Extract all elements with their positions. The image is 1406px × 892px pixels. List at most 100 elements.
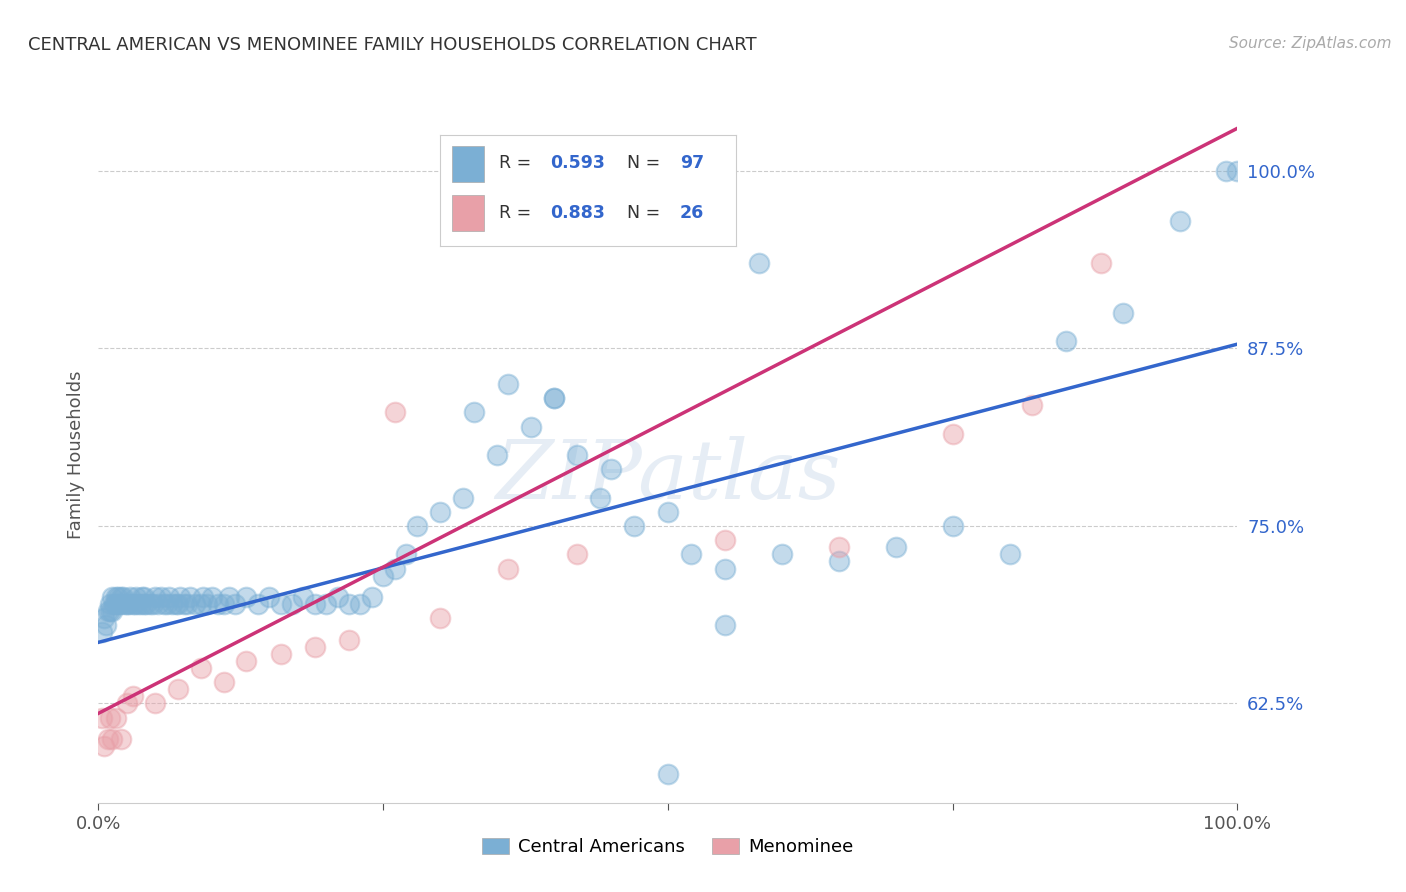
Point [104, 710, 127, 724]
Point [104, 590, 127, 604]
Point [337, 632, 360, 647]
Point [145, 590, 167, 604]
Point [110, 590, 132, 604]
Point [179, 590, 201, 604]
Point [173, 597, 195, 611]
Point [167, 597, 190, 611]
Point [98, 597, 121, 611]
Point [657, 767, 679, 781]
Point [543, 391, 565, 405]
Point [371, 568, 394, 582]
Point [623, 519, 645, 533]
Point [169, 590, 191, 604]
Point [90, 625, 112, 640]
Point [520, 419, 543, 434]
Point [121, 597, 143, 611]
Point [565, 448, 588, 462]
Point [998, 547, 1021, 561]
Text: Source: ZipAtlas.com: Source: ZipAtlas.com [1229, 36, 1392, 51]
Point [108, 597, 131, 611]
Point [104, 597, 127, 611]
Point [129, 597, 152, 611]
Point [1112, 306, 1135, 320]
Point [157, 590, 180, 604]
Point [146, 597, 169, 611]
Point [120, 590, 142, 604]
Point [326, 590, 349, 604]
Point [714, 618, 737, 632]
Point [270, 647, 292, 661]
Point [165, 597, 187, 611]
Point [101, 590, 124, 604]
Point [679, 547, 702, 561]
Point [107, 590, 129, 604]
Text: ZIPatlas: ZIPatlas [495, 436, 841, 516]
Point [1054, 334, 1078, 349]
Point [96, 618, 118, 632]
Point [498, 376, 520, 391]
Point [942, 519, 965, 533]
Point [101, 604, 124, 618]
Point [292, 590, 315, 604]
Point [132, 597, 155, 611]
Point [884, 540, 907, 554]
Point [304, 640, 326, 654]
Point [115, 597, 138, 611]
Point [190, 661, 212, 675]
Point [110, 597, 132, 611]
Point [235, 654, 257, 668]
Point [145, 697, 167, 711]
Point [384, 561, 406, 575]
Point [131, 590, 153, 604]
Point [114, 597, 136, 611]
Point [176, 597, 198, 611]
Point [259, 590, 281, 604]
Point [142, 597, 165, 611]
Point [395, 547, 418, 561]
Point [184, 597, 207, 611]
Point [115, 697, 138, 711]
Point [96, 604, 118, 618]
Point [588, 491, 610, 505]
Point [486, 448, 509, 462]
Point [195, 597, 218, 611]
Point [451, 491, 474, 505]
Point [246, 597, 269, 611]
Point [201, 590, 224, 604]
Point [770, 547, 793, 561]
Point [406, 519, 429, 533]
Point [112, 590, 135, 604]
Point [543, 391, 565, 405]
Point [270, 597, 292, 611]
Point [138, 597, 160, 611]
Point [224, 597, 246, 611]
Point [714, 533, 737, 548]
Point [110, 731, 132, 746]
Point [101, 731, 124, 746]
Point [96, 731, 118, 746]
Point [657, 505, 679, 519]
Point [207, 597, 229, 611]
Point [127, 597, 149, 611]
Point [190, 597, 212, 611]
Point [360, 590, 382, 604]
Point [167, 682, 190, 697]
Point [118, 597, 141, 611]
Point [235, 590, 257, 604]
Point [337, 597, 360, 611]
Point [828, 540, 851, 554]
Point [162, 597, 184, 611]
Point [98, 710, 121, 724]
Point [150, 590, 173, 604]
Point [218, 590, 240, 604]
Point [135, 597, 157, 611]
Point [1021, 398, 1043, 412]
Point [429, 611, 451, 625]
Point [384, 405, 406, 419]
Point [212, 675, 235, 690]
Point [315, 597, 337, 611]
Point [124, 597, 146, 611]
Point [748, 256, 770, 270]
Point [1170, 213, 1192, 227]
Point [103, 597, 125, 611]
